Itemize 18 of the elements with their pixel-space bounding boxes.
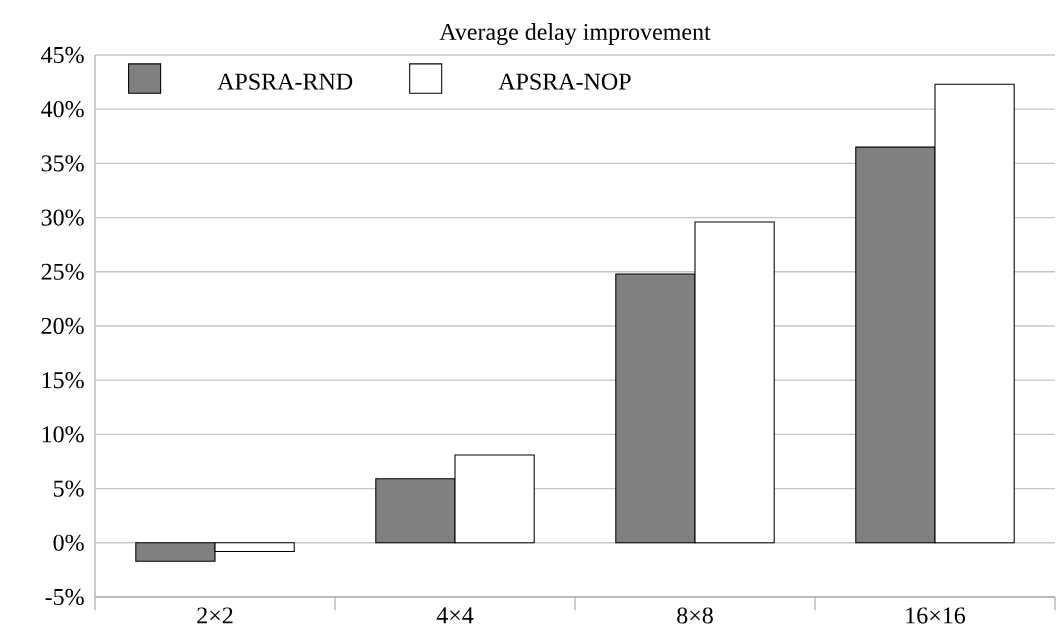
- x-tick-label: 2×2: [197, 607, 233, 624]
- y-tick-label: 5%: [54, 480, 84, 497]
- y-tick-label: 20%: [41, 317, 84, 335]
- y-tick-label: 15%: [42, 372, 84, 389]
- y-tick-label: 45%: [41, 46, 84, 64]
- y-tick-label: 10%: [42, 426, 84, 443]
- legend-label: APSRA-NOP: [498, 73, 631, 90]
- y-tick-label: 0%: [53, 534, 84, 551]
- y-tick-label: -5%: [45, 588, 84, 606]
- x-tick-label: 4×4: [436, 607, 474, 624]
- x-tick-label: 16×16: [906, 607, 966, 624]
- y-tick-label: 40%: [41, 101, 84, 118]
- x-tick-label: 8×8: [677, 607, 713, 624]
- y-tick-label: 30%: [41, 209, 84, 226]
- y-tick-label: 35%: [41, 155, 84, 172]
- chart-title: Average delay improvement: [439, 23, 711, 45]
- legend-label: APSRA-RND: [217, 73, 353, 90]
- y-tick-label: 25%: [41, 263, 84, 280]
